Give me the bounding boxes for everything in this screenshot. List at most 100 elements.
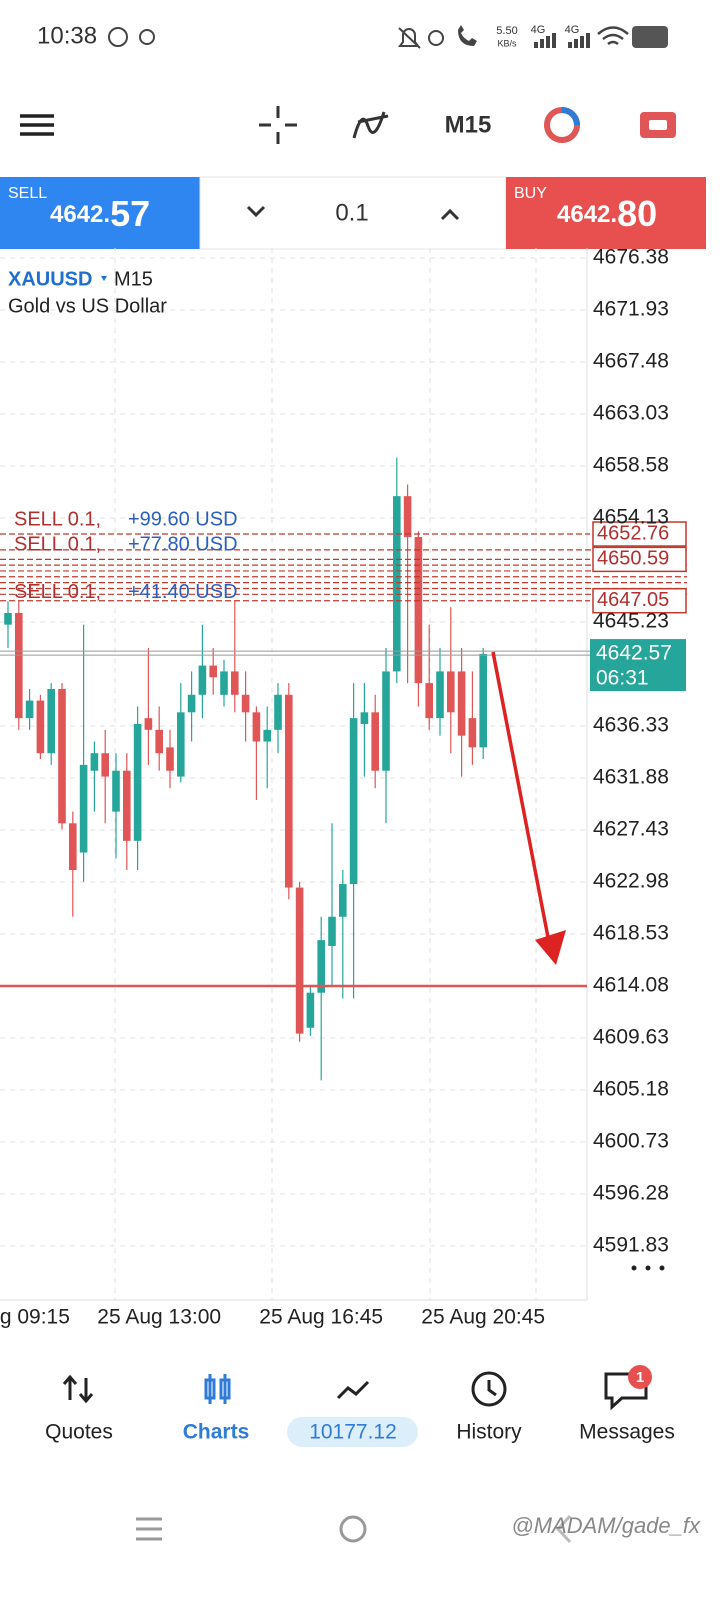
- symbol-dropdown[interactable]: [101, 276, 107, 281]
- system-home[interactable]: [339, 1515, 367, 1543]
- crosshair-button[interactable]: [259, 106, 297, 144]
- arrow-annotation: [491, 651, 554, 959]
- badge-count: 1: [636, 1369, 644, 1386]
- y-tick-label: 4609.63: [593, 1025, 669, 1048]
- candle-body: [187, 694, 196, 713]
- candle-body: [144, 718, 153, 730]
- nav-messages[interactable]: Messages: [579, 1421, 675, 1444]
- x-tick-label: 25 Aug 13:00: [97, 1306, 221, 1329]
- y-tick-label: 4676.38: [593, 246, 669, 269]
- quotes-icon: [62, 1374, 94, 1404]
- y-tick-label: 4658.58: [593, 454, 669, 477]
- order-price-box: [592, 546, 687, 573]
- candle-body: [382, 671, 390, 771]
- candle-body: [4, 612, 12, 625]
- watermark: @MADAM/gade_fx: [511, 1513, 701, 1538]
- order-label: SELL 0.1,: [14, 534, 101, 556]
- volume-down[interactable]: [246, 205, 266, 218]
- candle-body: [177, 712, 185, 777]
- wifi-icon: [597, 26, 629, 46]
- candle-body: [274, 694, 282, 730]
- call-icon: [458, 25, 477, 46]
- nav-history[interactable]: History: [456, 1421, 522, 1444]
- candle-body: [133, 723, 142, 841]
- nav-balance: 10177.12: [309, 1421, 397, 1444]
- battery-icon: [632, 26, 668, 48]
- candle-body: [166, 747, 174, 771]
- system-back[interactable]: [555, 1514, 572, 1544]
- menu-button[interactable]: [20, 114, 54, 136]
- candle-body: [198, 665, 207, 695]
- sell-button[interactable]: [0, 177, 200, 249]
- net-unit: KB/s: [497, 38, 517, 48]
- x-tick-label: 25 Aug 09:15: [0, 1306, 70, 1329]
- y-tick-label: 4663.03: [593, 402, 669, 425]
- grid: [0, 248, 587, 1300]
- y-tick-label: 4622.98: [593, 870, 669, 893]
- order-label: SELL 0.1,: [14, 581, 101, 603]
- candles: [4, 457, 487, 1081]
- candle-body: [328, 916, 336, 946]
- volume-up[interactable]: [440, 208, 460, 221]
- more-dot[interactable]: [631, 1265, 637, 1271]
- whatsapp-icon: [108, 27, 128, 47]
- candle-body: [36, 700, 45, 754]
- system-menu[interactable]: [136, 1517, 162, 1541]
- candle-body: [295, 887, 304, 1034]
- candle-body: [47, 688, 55, 754]
- candle-body: [220, 671, 228, 695]
- candle-body: [479, 653, 487, 748]
- settings-icon: [139, 29, 155, 45]
- trade-icon: [336, 1380, 370, 1400]
- nav-quotes[interactable]: Quotes: [45, 1421, 113, 1444]
- overlay: 4652.76 SELL 0.1, +99.60 USD 4650.59 SELL 0.…: [0, 508, 687, 988]
- trade-button-icon: [649, 120, 667, 130]
- status-time: 10:38: [37, 22, 97, 49]
- y-tick-label: 4605.18: [593, 1077, 669, 1100]
- y-tick-label: 4596.28: [593, 1181, 669, 1204]
- order-profit: +99.60 USD: [128, 508, 238, 530]
- signal-bars: [534, 33, 556, 48]
- sell-price: 4642.57: [50, 193, 150, 234]
- charts-icon: [204, 1374, 231, 1404]
- buy-label: BUY: [514, 185, 547, 202]
- candle-body: [123, 770, 131, 841]
- candle-body: [79, 764, 88, 853]
- candle-body: [241, 694, 250, 713]
- buy-button[interactable]: [506, 177, 706, 249]
- candle-body: [15, 612, 23, 719]
- chart-timeframe: M15: [114, 268, 153, 290]
- candle-body: [447, 671, 455, 713]
- chart-subtitle: Gold vs US Dollar: [8, 295, 167, 317]
- order-profit: +41.40 USD: [128, 581, 238, 603]
- y-tick-label: 4600.73: [593, 1129, 669, 1152]
- candle-body: [403, 496, 412, 538]
- mute-icon: [398, 27, 421, 49]
- candle-body: [468, 718, 477, 748]
- candle-body: [393, 496, 401, 672]
- indicators-button[interactable]: [352, 111, 389, 139]
- order-price: 4652.76: [597, 522, 669, 544]
- volume[interactable]: 0.1: [335, 199, 368, 226]
- x-tick-label: 25 Aug 20:45: [421, 1306, 545, 1329]
- chart-title[interactable]: XAUUSD: [8, 268, 92, 290]
- nav-charts[interactable]: Charts: [183, 1421, 250, 1444]
- x-tick-label: 25 Aug 16:45: [259, 1306, 383, 1329]
- candle-body: [285, 694, 293, 888]
- candle-body: [306, 992, 315, 1028]
- buy-price-big: 80: [617, 193, 657, 234]
- signal-label: 4G: [531, 24, 546, 36]
- y-tick-label: 4618.53: [593, 921, 669, 944]
- order-price-box: [592, 587, 687, 614]
- candle-body: [101, 753, 109, 777]
- candle-body: [69, 823, 77, 871]
- candle-body: [425, 683, 433, 719]
- candle-body: [457, 671, 466, 736]
- order-price-box: [592, 521, 687, 547]
- candle-body: [339, 884, 347, 917]
- bid-price: 4642.57: [596, 642, 672, 665]
- timeframe-button[interactable]: M15: [445, 111, 492, 138]
- buy-price: 4642.80: [557, 193, 657, 234]
- balance-pill[interactable]: [287, 1417, 418, 1447]
